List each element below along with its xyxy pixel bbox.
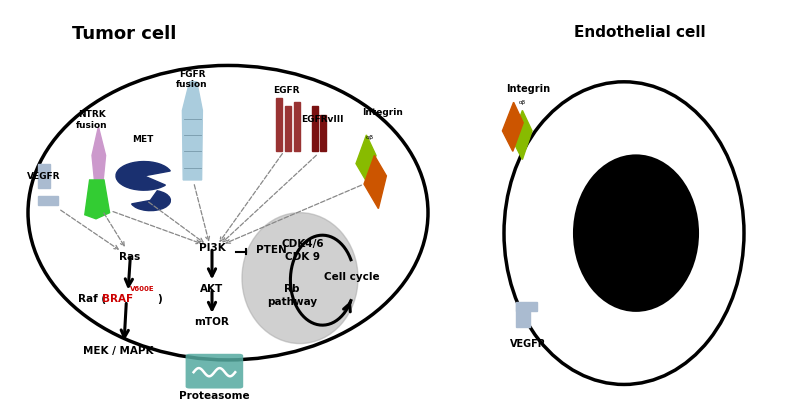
Text: Proteasome: Proteasome (179, 391, 250, 400)
Text: Endothelial cell: Endothelial cell (574, 25, 706, 40)
Ellipse shape (242, 213, 358, 344)
Text: Rb
pathway: Rb pathway (267, 284, 317, 307)
Text: αβ: αβ (366, 135, 374, 140)
Wedge shape (116, 162, 170, 190)
Text: Raf (: Raf ( (78, 294, 106, 304)
Bar (320, 115, 326, 151)
Text: VEGFR: VEGFR (510, 339, 546, 349)
Text: VEGFR: VEGFR (27, 172, 61, 181)
Bar (276, 98, 282, 151)
Bar (516, 302, 537, 311)
Polygon shape (512, 110, 532, 160)
FancyBboxPatch shape (186, 354, 243, 389)
Text: V600E: V600E (130, 286, 155, 292)
Polygon shape (85, 180, 110, 219)
Wedge shape (132, 191, 170, 211)
Text: Tumor cell: Tumor cell (72, 25, 176, 43)
Bar (516, 303, 530, 327)
Text: NTRK
fusion: NTRK fusion (76, 110, 108, 130)
Bar (285, 106, 291, 151)
Text: AKT: AKT (200, 284, 224, 294)
Text: Integrin: Integrin (362, 108, 403, 117)
Bar (38, 196, 58, 204)
Bar (294, 102, 300, 151)
Bar (312, 106, 318, 151)
Text: EGFR: EGFR (273, 86, 300, 95)
Bar (38, 164, 50, 188)
Text: mTOR: mTOR (194, 317, 230, 327)
Polygon shape (356, 135, 376, 184)
Ellipse shape (574, 155, 698, 311)
Text: PTEN: PTEN (256, 245, 286, 255)
Text: αβ: αβ (519, 100, 526, 105)
Ellipse shape (504, 82, 744, 384)
Polygon shape (182, 82, 202, 180)
Polygon shape (364, 155, 386, 209)
Text: BRAF: BRAF (102, 294, 134, 304)
Text: ): ) (158, 294, 162, 304)
Text: MET: MET (132, 135, 153, 144)
Text: MEK / MAPK: MEK / MAPK (83, 346, 154, 355)
Text: Cell cycle: Cell cycle (324, 272, 380, 282)
Polygon shape (92, 127, 106, 180)
Text: Integrin: Integrin (506, 84, 550, 94)
Text: CDK4/6
CDK 9: CDK4/6 CDK 9 (281, 239, 324, 262)
Polygon shape (502, 102, 523, 151)
Text: FGFR
fusion: FGFR fusion (176, 70, 208, 89)
Text: PI3K: PI3K (198, 243, 226, 253)
Text: Ras: Ras (119, 252, 140, 261)
Text: EGFRvIII: EGFRvIII (301, 115, 344, 124)
